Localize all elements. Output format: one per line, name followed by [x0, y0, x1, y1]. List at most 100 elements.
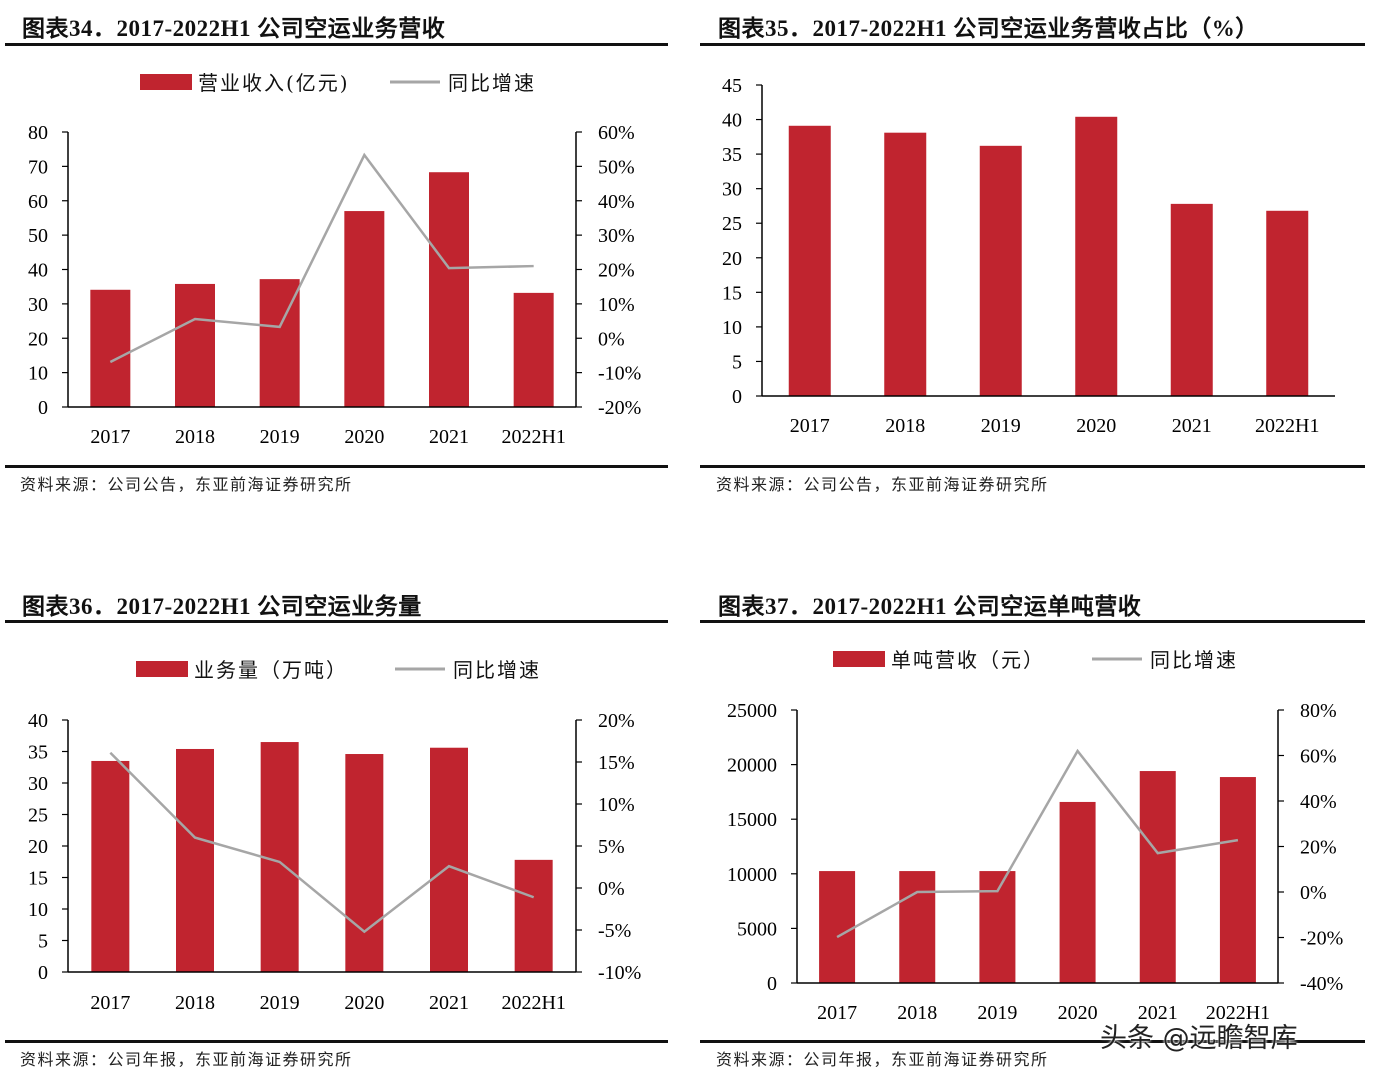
- right-tick-label: 10%: [598, 294, 635, 316]
- left-tick-label: 0: [38, 397, 48, 419]
- left-tick-label: 40: [28, 260, 48, 282]
- right-tick-label: 60%: [1300, 746, 1337, 768]
- category-label: 2022H1: [501, 992, 565, 1014]
- right-tick-label: 20%: [1300, 837, 1337, 859]
- left-tick-label: 0: [38, 962, 48, 984]
- left-tick-label: 5: [732, 351, 742, 373]
- left-tick-label: 10000: [727, 864, 777, 886]
- legend-label: 单吨营收（元）: [891, 648, 1045, 672]
- category-label: 2020: [344, 992, 384, 1014]
- legend-label: 同比增速: [448, 71, 536, 95]
- bar-2022H1: [1266, 210, 1309, 396]
- source-rule-37: [700, 1040, 1365, 1043]
- left-tick-label: 80: [28, 122, 48, 144]
- category-label: 2017: [90, 992, 130, 1014]
- source-note-34: 资料来源：公司公告，东亚前海证券研究所: [20, 477, 353, 494]
- bar-2017: [90, 289, 131, 407]
- left-tick-label: 30: [28, 773, 48, 795]
- right-tick-label: 20%: [598, 710, 635, 732]
- source-rule-35: [700, 465, 1365, 468]
- category-label: 2021: [1172, 415, 1212, 437]
- bar-2020: [345, 754, 384, 972]
- right-tick-label: -20%: [598, 397, 641, 419]
- bar-2018: [176, 748, 214, 972]
- right-tick-label: 0%: [598, 878, 625, 900]
- right-tick-label: -5%: [598, 920, 631, 942]
- bar-2021: [1170, 203, 1213, 396]
- left-tick-label: 15: [722, 282, 742, 304]
- legend-label: 同比增速: [1150, 648, 1238, 672]
- left-tick-label: 20000: [727, 755, 777, 777]
- left-tick-label: 30: [722, 179, 742, 201]
- bar-2021: [430, 747, 468, 972]
- bar-2018: [899, 871, 936, 983]
- left-tick-label: 10: [722, 317, 742, 339]
- left-tick-label: 60: [28, 191, 48, 213]
- left-tick-label: 25000: [727, 700, 777, 722]
- bar-2017: [819, 871, 856, 983]
- category-label: 2017: [90, 426, 130, 448]
- left-tick-label: 25: [722, 213, 742, 235]
- bar-2020: [344, 211, 385, 407]
- legend-swatch-bar: [140, 74, 192, 90]
- series-line-growth: [109, 751, 535, 934]
- category-label: 2020: [344, 426, 384, 448]
- left-tick-label: 20: [722, 248, 742, 270]
- left-tick-label: 20: [28, 328, 48, 350]
- right-tick-label: -10%: [598, 962, 641, 984]
- left-tick-label: 70: [28, 156, 48, 178]
- legend-label: 营业收入(亿元): [198, 71, 350, 95]
- left-tick-label: 0: [732, 386, 742, 408]
- left-tick-label: 50: [28, 225, 48, 247]
- right-tick-label: 20%: [598, 260, 635, 282]
- right-tick-label: 30%: [598, 225, 635, 247]
- category-label: 2017: [790, 415, 830, 437]
- left-tick-label: 15: [28, 868, 48, 890]
- right-tick-label: 50%: [598, 156, 635, 178]
- legend-swatch-bar: [136, 661, 188, 677]
- category-label: 2020: [1058, 1002, 1098, 1024]
- source-note-36: 资料来源：公司年报，东亚前海证券研究所: [20, 1052, 353, 1069]
- category-label: 2019: [977, 1002, 1017, 1024]
- category-label: 2022H1: [501, 426, 565, 448]
- title-rule-35: [700, 43, 1365, 46]
- bar-2020: [1059, 801, 1096, 983]
- left-tick-label: 15000: [727, 809, 777, 831]
- bar-2021: [1139, 771, 1176, 983]
- left-tick-label: 45: [722, 75, 742, 97]
- bar-2019: [979, 871, 1016, 983]
- source-rule-36: [5, 1040, 668, 1043]
- category-label: 2022H1: [1255, 415, 1319, 437]
- left-tick-label: 10: [28, 363, 48, 385]
- right-tick-label: 80%: [1300, 700, 1337, 722]
- source-note-35: 资料来源：公司公告，东亚前海证券研究所: [716, 477, 1049, 494]
- title-rule-37: [700, 620, 1365, 623]
- title-rule-36: [5, 620, 668, 623]
- category-label: 2018: [885, 415, 925, 437]
- left-tick-label: 25: [28, 805, 48, 827]
- category-label: 2021: [1138, 1002, 1178, 1024]
- category-label: 2017: [817, 1002, 857, 1024]
- right-tick-label: -20%: [1300, 928, 1343, 950]
- bar-2019: [979, 145, 1022, 396]
- category-label: 2018: [175, 426, 215, 448]
- legend-label: 业务量（万吨）: [194, 658, 348, 682]
- left-tick-label: 5: [38, 931, 48, 953]
- chart-title-34: 图表34．2017-2022H1 公司空运业务营收: [22, 16, 446, 41]
- left-tick-label: 40: [28, 710, 48, 732]
- title-rule-34: [5, 43, 668, 46]
- left-tick-label: 30: [28, 294, 48, 316]
- bar-2021: [429, 172, 469, 407]
- left-tick-label: 20: [28, 836, 48, 858]
- right-tick-label: -40%: [1300, 973, 1343, 995]
- right-tick-label: 10%: [598, 794, 635, 816]
- category-label: 2018: [175, 992, 215, 1014]
- left-tick-label: 10: [28, 899, 48, 921]
- right-tick-label: 60%: [598, 122, 635, 144]
- bar-2020: [1075, 116, 1118, 397]
- category-label: 2018: [897, 1002, 937, 1024]
- right-tick-label: 40%: [598, 191, 635, 213]
- bar-2017: [91, 760, 130, 972]
- bar-2022H1: [513, 292, 554, 407]
